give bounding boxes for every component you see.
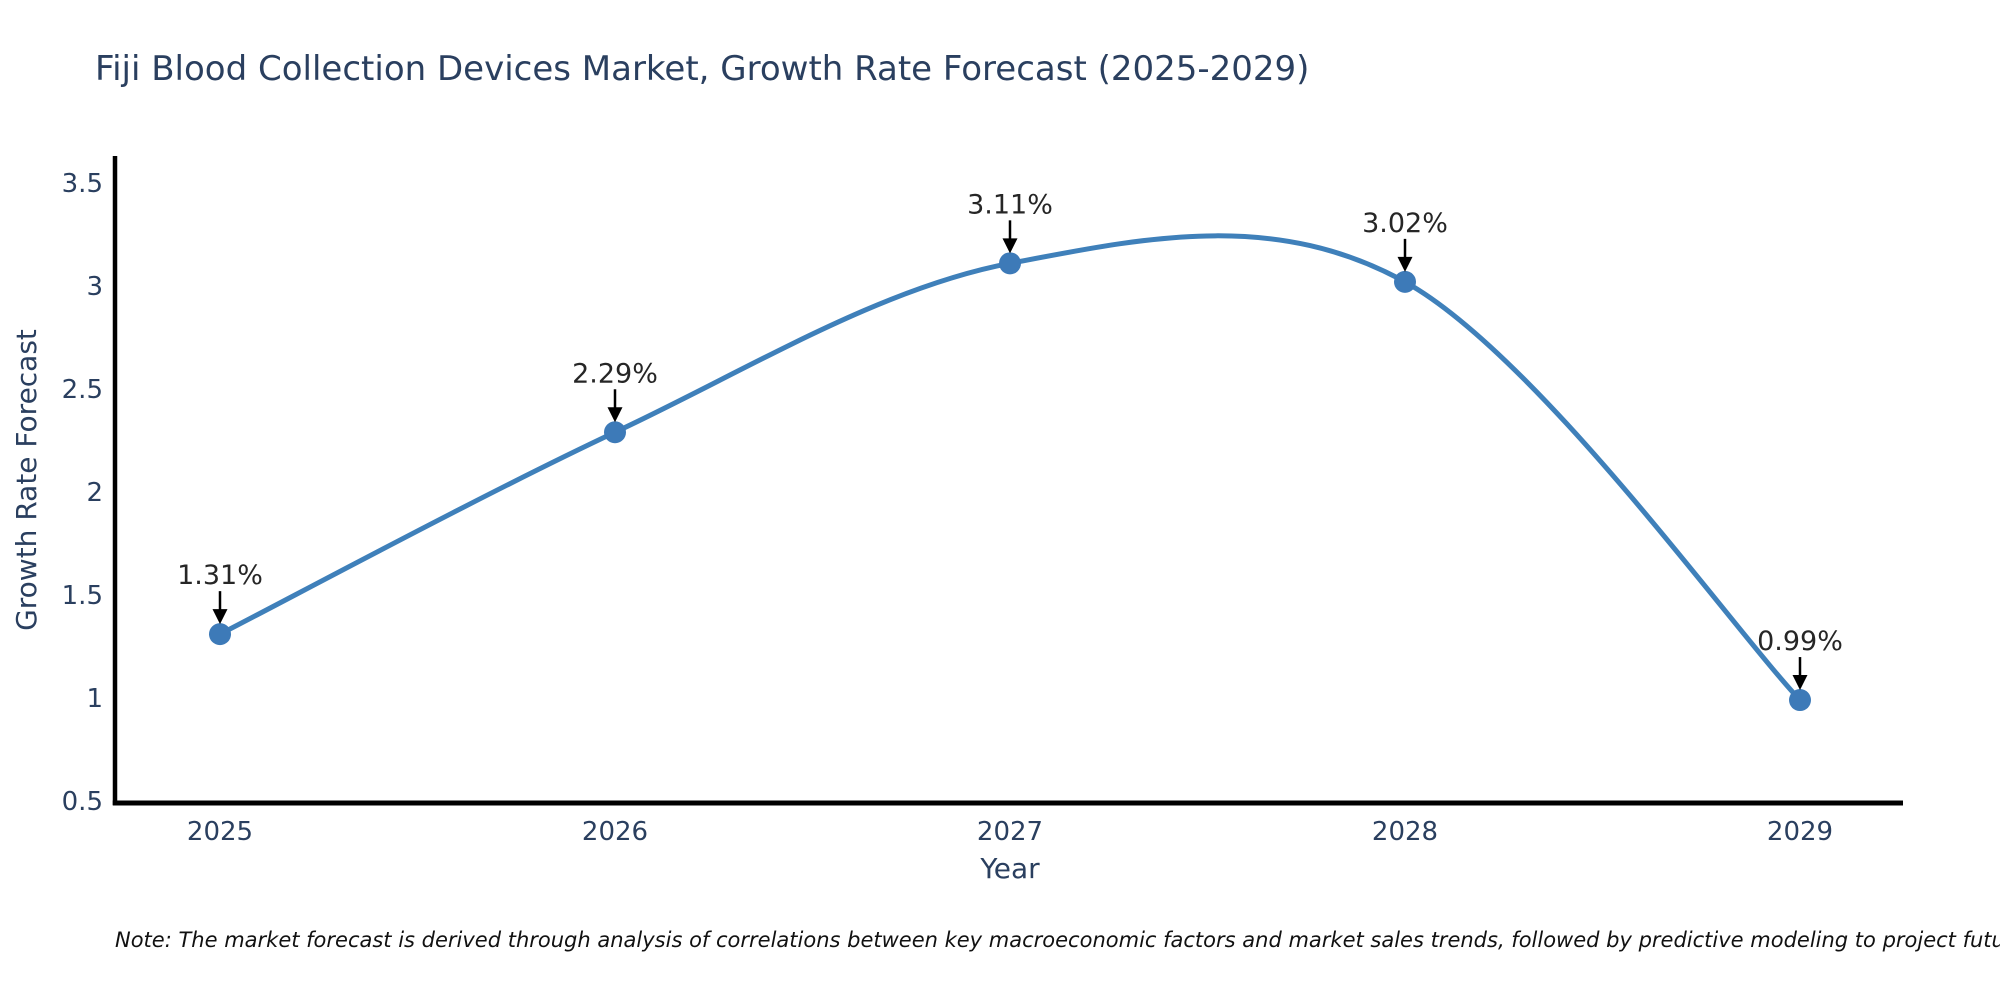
y-tick-label: 1.5 [62,581,103,611]
x-tick-label: 2028 [1372,817,1438,847]
y-axis-title: Growth Rate Forecast [10,329,43,631]
annotation-label: 3.02% [1362,208,1448,239]
x-tick-label: 2025 [187,817,253,847]
x-axis-tick-labels: 2025 2026 2027 2028 2029 [187,817,1833,847]
y-tick-label: 3 [86,272,103,302]
x-tick-label: 2026 [582,817,648,847]
annotation-label: 3.11% [967,189,1053,220]
data-point-markers [209,252,1811,712]
chart-footnote: Note: The market forecast is derived thr… [115,928,2000,952]
series-line-group [217,233,1803,703]
series-line [217,233,1803,703]
annotation-label: 2.29% [572,358,658,389]
y-tick-label: 0.5 [62,787,103,817]
x-tick-label: 2029 [1767,817,1833,847]
annotation-label: 1.31% [177,560,263,591]
annotation-arrow-head [1792,675,1808,691]
point-annotations: 1.31% 2.29% 3.11% 3.02% 0.99% [177,189,1843,691]
data-point-marker [209,623,231,646]
data-point-marker [604,421,626,444]
y-axis-tick-labels: 0.5 1 1.5 2 2.5 3 3.5 [62,169,103,817]
x-tick-label: 2027 [977,817,1043,847]
y-tick-label: 2 [86,478,103,508]
y-tick-label: 3.5 [62,169,103,199]
data-point-marker [1789,689,1811,712]
data-point-marker [1394,270,1416,293]
y-tick-label: 1 [86,684,103,714]
data-point-marker [999,252,1021,275]
annotation-arrow-head [1397,256,1413,272]
y-tick-label: 2.5 [62,375,103,405]
annotation-arrow-head [1002,238,1018,254]
annotation-label: 0.99% [1757,626,1843,657]
annotation-arrow-head [212,609,228,625]
x-axis-title: Year [979,852,1040,885]
annotation-arrow-head [607,407,623,423]
chart-title: Fiji Blood Collection Devices Market, Gr… [95,49,1309,89]
